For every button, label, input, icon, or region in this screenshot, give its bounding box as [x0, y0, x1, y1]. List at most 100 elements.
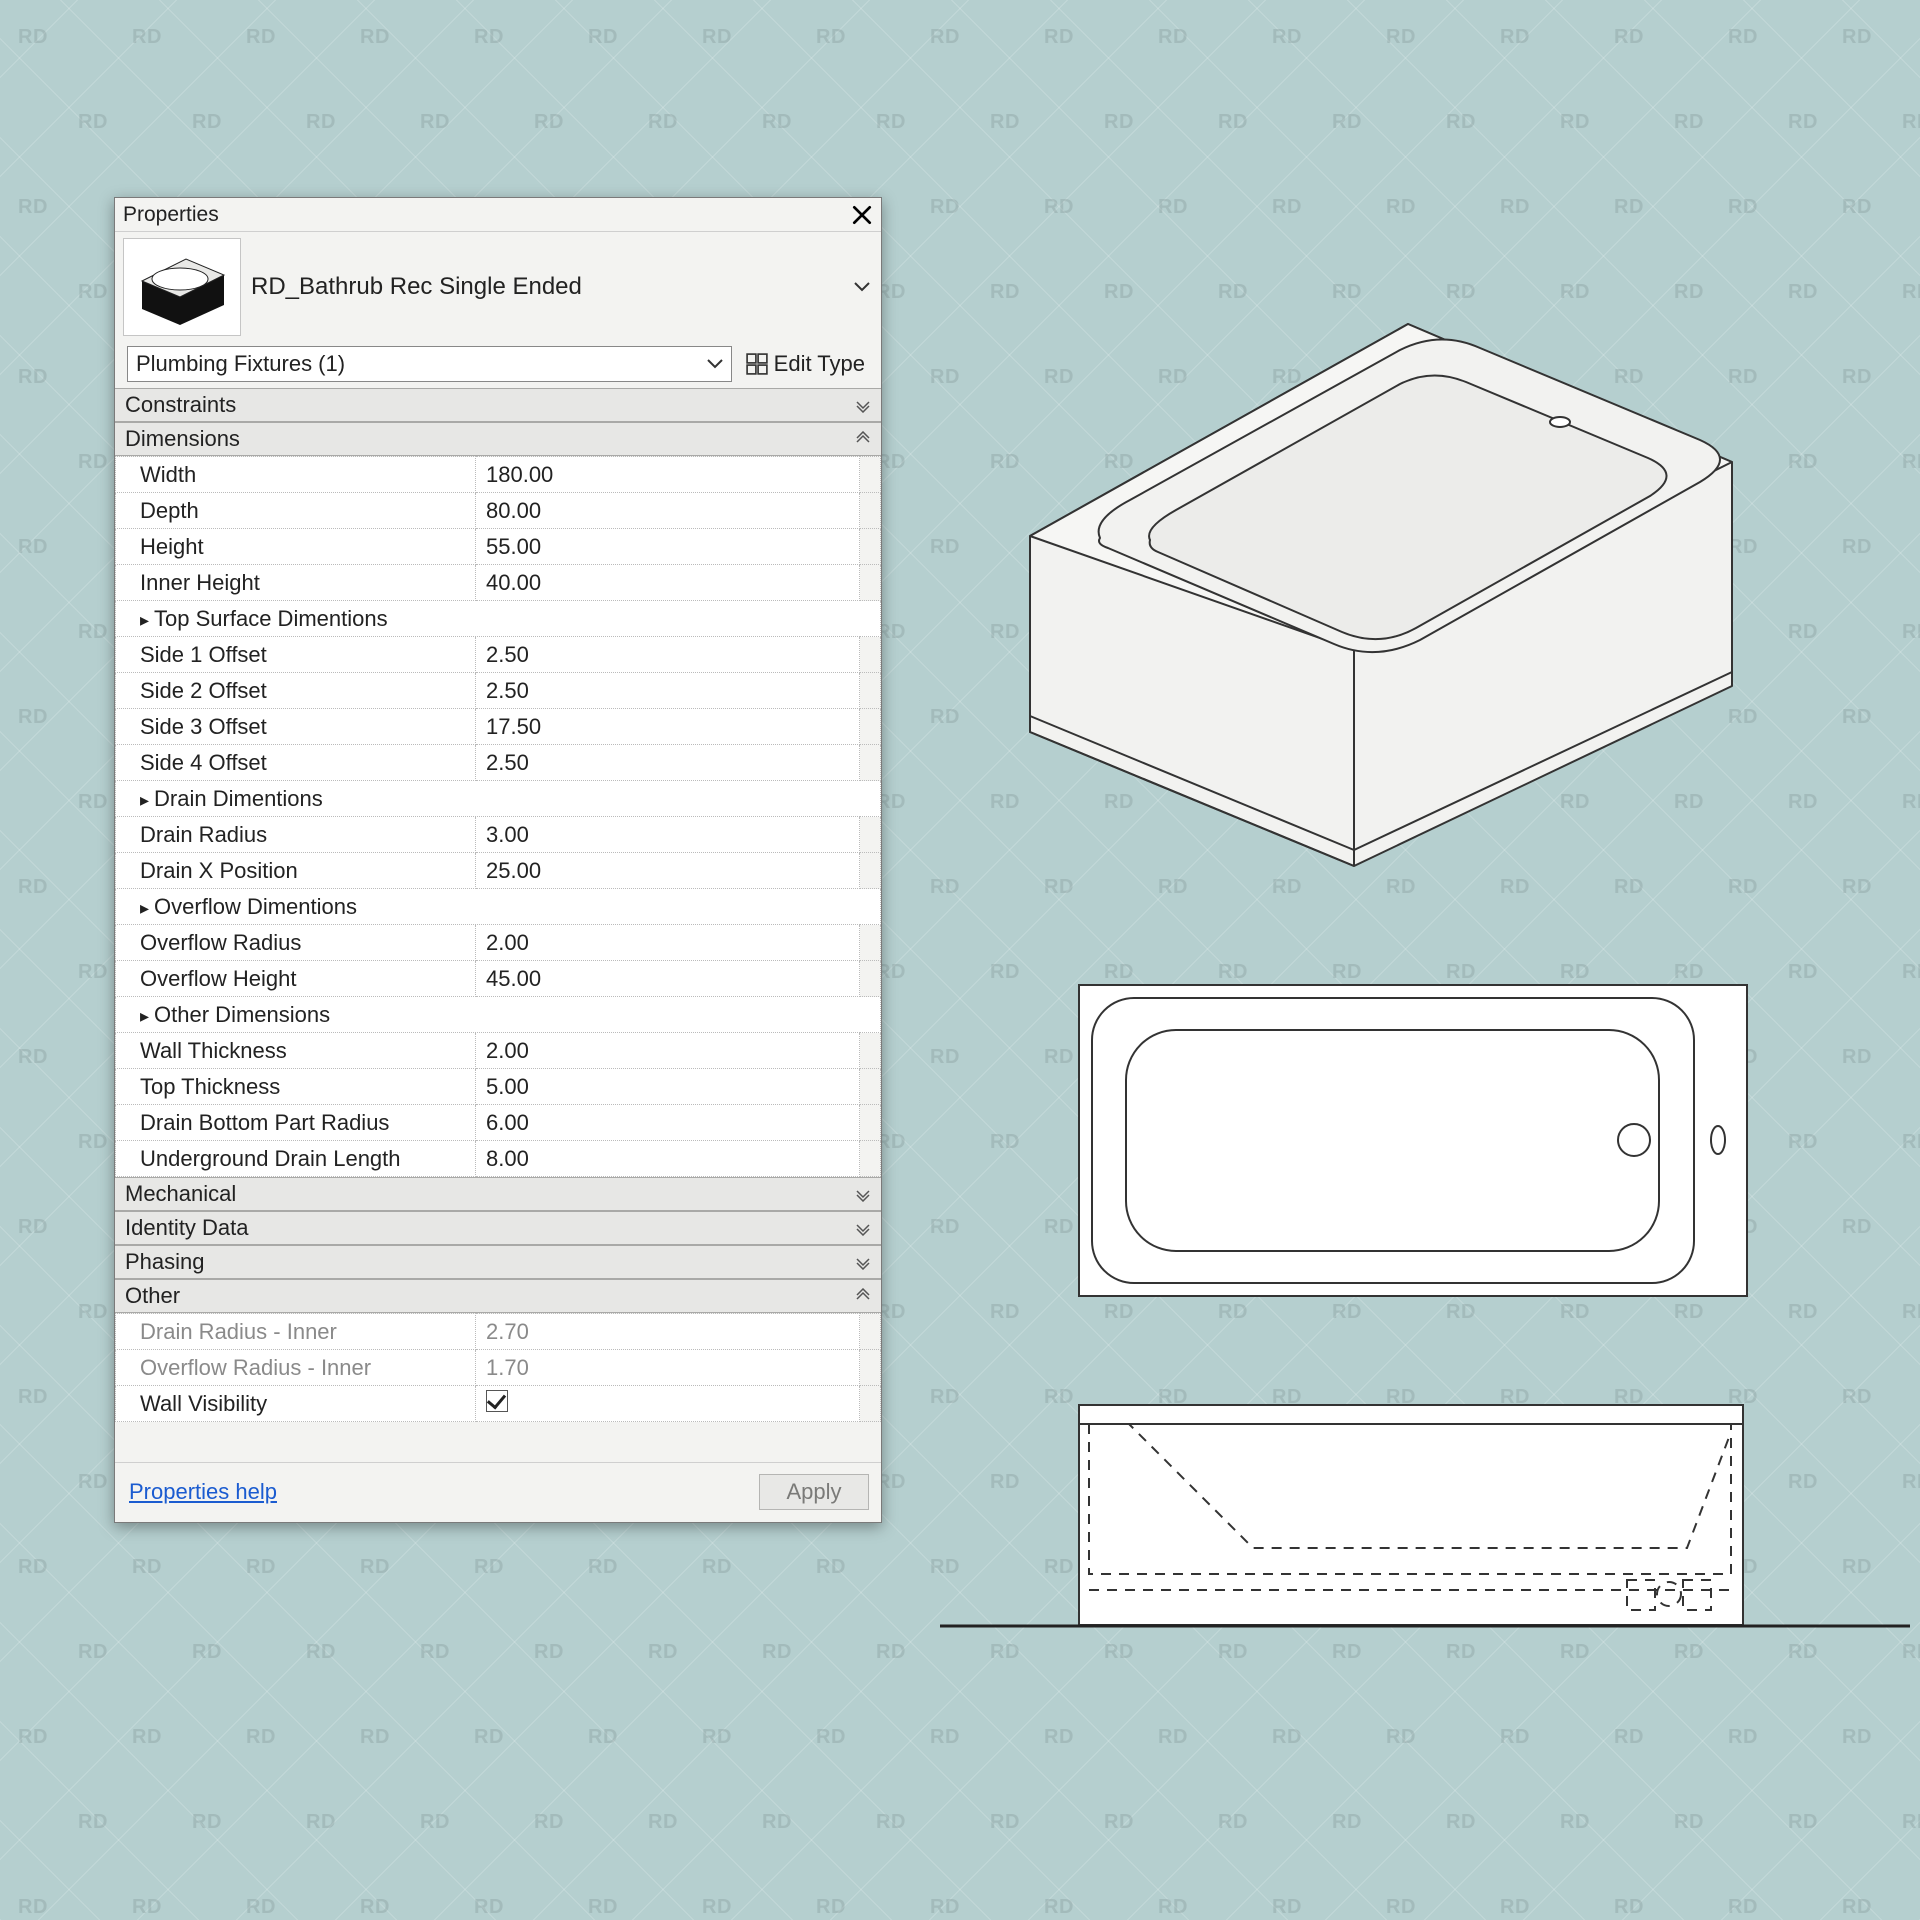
category-mechanical[interactable]: Mechanical	[115, 1177, 881, 1211]
property-name: Drain X Position	[116, 853, 476, 889]
property-marker	[860, 817, 881, 853]
property-value[interactable]: 2.00	[476, 925, 860, 961]
property-value[interactable]: 25.00	[476, 853, 860, 889]
property-marker	[860, 1350, 881, 1386]
category-dimensions[interactable]: Dimensions	[115, 422, 881, 456]
property-name: Wall Thickness	[116, 1033, 476, 1069]
category-other[interactable]: Other	[115, 1279, 881, 1313]
subheader: Other Dimensions	[116, 997, 881, 1033]
family-dropdown-icon[interactable]	[851, 276, 873, 298]
property-categories: Constraints Dimensions Width180.00Depth80.…	[115, 388, 881, 1422]
category-identity-data[interactable]: Identity Data	[115, 1211, 881, 1245]
property-value[interactable]: 180.00	[476, 457, 860, 493]
property-value[interactable]: 3.00	[476, 817, 860, 853]
drawing-front-view	[1067, 1404, 1755, 1636]
property-name: Side 3 Offset	[116, 709, 476, 745]
property-name: Side 4 Offset	[116, 745, 476, 781]
property-marker	[860, 1105, 881, 1141]
property-name: Height	[116, 529, 476, 565]
category-label: Identity Data	[125, 1215, 249, 1241]
element-filter-combo[interactable]: Plumbing Fixtures (1)	[127, 346, 732, 382]
property-value[interactable]: 8.00	[476, 1141, 860, 1177]
apply-button[interactable]: Apply	[759, 1474, 869, 1510]
chevron-icon	[855, 1186, 871, 1202]
subheader: Drain Dimentions	[116, 781, 881, 817]
combo-label: Plumbing Fixtures (1)	[136, 351, 707, 377]
property-marker	[860, 1386, 881, 1422]
property-value[interactable]: 17.50	[476, 709, 860, 745]
subheader: Overflow Dimentions	[116, 889, 881, 925]
property-name: Drain Radius	[116, 817, 476, 853]
property-name: Width	[116, 457, 476, 493]
property-marker	[860, 673, 881, 709]
property-value[interactable]: 2.50	[476, 745, 860, 781]
selector-row: Plumbing Fixtures (1) Edit Type	[115, 342, 881, 388]
property-table: Width180.00Depth80.00Height55.00Inner He…	[115, 456, 881, 1177]
property-name: Overflow Height	[116, 961, 476, 997]
properties-panel: Properties RD_Bathrub Rec Single Ended P…	[114, 197, 882, 1523]
category-label: Constraints	[125, 392, 236, 418]
category-label: Phasing	[125, 1249, 205, 1275]
property-name: Inner Height	[116, 565, 476, 601]
property-value[interactable]: 40.00	[476, 565, 860, 601]
edit-type-label: Edit Type	[774, 351, 865, 377]
chevron-icon	[855, 397, 871, 413]
property-name: Underground Drain Length	[116, 1141, 476, 1177]
property-marker	[860, 493, 881, 529]
property-marker	[860, 1141, 881, 1177]
property-value[interactable]: 2.50	[476, 673, 860, 709]
property-marker	[860, 709, 881, 745]
family-type-row: RD_Bathrub Rec Single Ended	[115, 232, 881, 342]
category-label: Dimensions	[125, 426, 240, 452]
ground-line	[940, 1624, 1910, 1628]
property-value[interactable]: 80.00	[476, 493, 860, 529]
property-value[interactable]: 1.70	[476, 1350, 860, 1386]
property-marker	[860, 925, 881, 961]
property-marker	[860, 565, 881, 601]
property-value[interactable]: 45.00	[476, 961, 860, 997]
property-value[interactable]: 2.00	[476, 1033, 860, 1069]
property-value[interactable]: 6.00	[476, 1105, 860, 1141]
family-name: RD_Bathrub Rec Single Ended	[251, 273, 851, 301]
chevron-icon	[855, 1220, 871, 1236]
panel-footer: Properties help Apply	[115, 1462, 881, 1522]
close-icon[interactable]	[849, 202, 875, 228]
category-label: Other	[125, 1283, 180, 1309]
property-marker	[860, 745, 881, 781]
property-marker	[860, 637, 881, 673]
properties-help-link[interactable]: Properties help	[129, 1479, 759, 1505]
family-thumb	[123, 238, 241, 336]
property-marker	[860, 1069, 881, 1105]
property-name: Overflow Radius - Inner	[116, 1350, 476, 1386]
property-name: Drain Radius - Inner	[116, 1314, 476, 1350]
chevron-icon	[855, 1288, 871, 1304]
drawing-isometric	[1000, 310, 1760, 870]
drawing-top-view	[1078, 984, 1748, 1297]
property-table: Drain Radius - Inner2.70Overflow Radius …	[115, 1313, 881, 1422]
property-name: Side 2 Offset	[116, 673, 476, 709]
property-name: Depth	[116, 493, 476, 529]
property-name: Top Thickness	[116, 1069, 476, 1105]
property-value[interactable]	[476, 1386, 860, 1422]
panel-title: Properties	[123, 203, 849, 227]
property-marker	[860, 529, 881, 565]
property-marker	[860, 961, 881, 997]
edit-type-icon	[746, 353, 768, 375]
chevron-icon	[855, 1254, 871, 1270]
panel-titlebar[interactable]: Properties	[115, 198, 881, 232]
property-value[interactable]: 5.00	[476, 1069, 860, 1105]
property-value[interactable]: 2.50	[476, 637, 860, 673]
property-marker	[860, 853, 881, 889]
checkbox[interactable]	[486, 1390, 508, 1412]
chevron-down-icon	[707, 359, 723, 369]
edit-type-button[interactable]: Edit Type	[738, 346, 873, 382]
property-marker	[860, 1033, 881, 1069]
chevron-icon	[855, 431, 871, 447]
category-label: Mechanical	[125, 1181, 236, 1207]
category-constraints[interactable]: Constraints	[115, 388, 881, 422]
property-name: Drain Bottom Part Radius	[116, 1105, 476, 1141]
property-name: Wall Visibility	[116, 1386, 476, 1422]
property-value[interactable]: 55.00	[476, 529, 860, 565]
property-value[interactable]: 2.70	[476, 1314, 860, 1350]
category-phasing[interactable]: Phasing	[115, 1245, 881, 1279]
